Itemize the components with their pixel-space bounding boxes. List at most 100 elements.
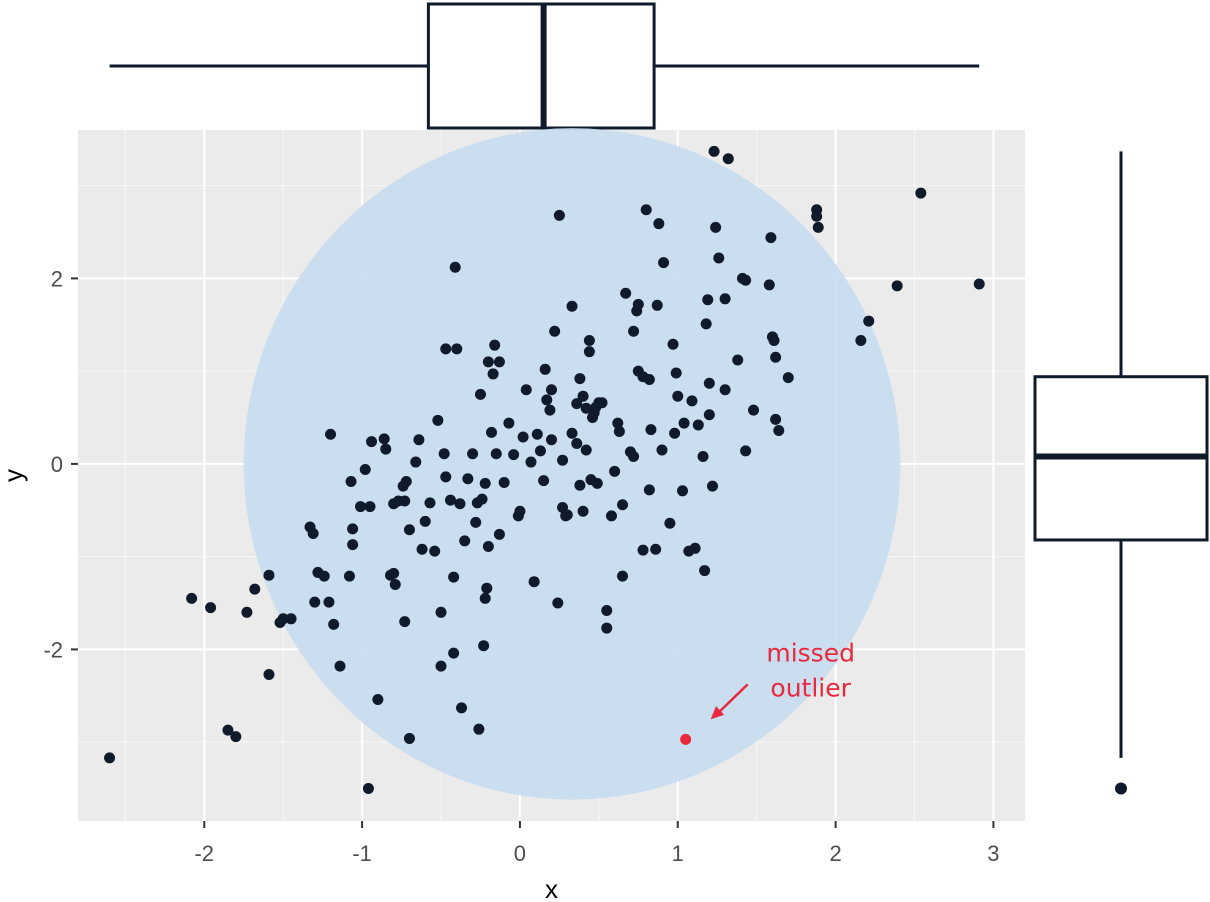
data-point [669, 427, 681, 439]
data-point [416, 543, 428, 555]
data-point [561, 509, 573, 521]
data-point [710, 221, 722, 233]
data-point [678, 417, 690, 429]
data-point [773, 425, 785, 437]
data-point [362, 783, 374, 795]
highlight-circle [243, 128, 901, 800]
annotation-arrowhead [710, 706, 725, 720]
data-point [539, 363, 551, 375]
data-point [782, 372, 794, 384]
outlier-annotation: missed outlier [710, 638, 855, 720]
data-point [328, 618, 340, 630]
data-point [770, 413, 782, 425]
x-tick-label: 0 [514, 841, 526, 866]
data-point [748, 404, 760, 416]
data-point [438, 448, 450, 460]
data-point [474, 388, 486, 400]
data-point [571, 398, 583, 410]
data-point [508, 449, 520, 461]
data-point [640, 204, 652, 216]
data-point [323, 596, 335, 608]
data-point [449, 261, 461, 273]
data-point [403, 524, 415, 536]
data-point [467, 448, 479, 460]
data-point [489, 339, 501, 351]
annotation-arrow [715, 683, 749, 716]
data-point [719, 384, 731, 396]
x-tick-label: 3 [987, 841, 999, 866]
x-marginal-boxplot [109, 2, 980, 130]
data-point [372, 693, 384, 705]
data-point [628, 325, 640, 337]
data-point [643, 484, 655, 496]
data-point [546, 384, 557, 396]
data-point [574, 479, 586, 491]
data-point [628, 450, 640, 462]
data-point [689, 542, 701, 554]
x-axis-title: x [545, 874, 558, 902]
data-point [891, 280, 903, 292]
data-point [520, 384, 532, 396]
data-point [318, 570, 330, 582]
data-point [378, 433, 390, 445]
data-point [863, 315, 875, 327]
data-point [553, 209, 565, 221]
data-point [973, 278, 985, 290]
data-point [763, 279, 775, 291]
data-point [479, 592, 491, 604]
data-point [364, 501, 376, 513]
data-point [476, 493, 488, 505]
data-point [410, 456, 422, 468]
data-point [186, 592, 198, 604]
x-axis: -2 -1 0 1 2 3 [194, 821, 1000, 866]
data-point [482, 540, 494, 552]
data-point [667, 338, 679, 350]
data-point [435, 606, 447, 618]
data-point [915, 187, 927, 199]
data-point [448, 647, 460, 659]
data-point [658, 257, 670, 269]
data-point [632, 298, 644, 310]
data-point [205, 602, 217, 614]
data-point [650, 543, 662, 555]
data-point [708, 145, 720, 157]
data-point [605, 510, 617, 522]
data-point [740, 445, 752, 457]
data-point [380, 443, 392, 455]
data-point [343, 570, 355, 582]
data-point [470, 516, 482, 528]
data-point [580, 444, 592, 456]
data-point [601, 622, 613, 634]
data-point [486, 426, 498, 438]
data-point [577, 505, 589, 517]
data-point [413, 434, 425, 446]
data-point [444, 494, 456, 506]
data-point [355, 501, 367, 513]
data-point [230, 731, 242, 743]
data-point [583, 346, 595, 358]
y-tick-label: 2 [51, 266, 63, 291]
data-point [620, 287, 632, 299]
data-point [263, 569, 275, 581]
data-point [699, 565, 711, 577]
data-point [577, 390, 589, 402]
data-point [493, 356, 505, 368]
data-point [722, 153, 734, 165]
data-point [366, 436, 378, 448]
data-point [525, 456, 537, 468]
data-point [549, 325, 561, 337]
y-marginal-boxplot [1033, 151, 1209, 795]
data-point [732, 354, 744, 366]
data-point [435, 660, 447, 672]
data-point [531, 428, 543, 440]
data-point [544, 404, 556, 416]
x-tick-label: 2 [829, 841, 841, 866]
annotation-label-line1: missed [766, 638, 855, 667]
x-tick-label: -1 [352, 841, 372, 866]
data-point [677, 485, 689, 497]
data-point [432, 414, 444, 426]
data-point [448, 571, 460, 583]
data-point [473, 723, 485, 735]
data-point [424, 497, 436, 509]
data-point [503, 417, 515, 429]
